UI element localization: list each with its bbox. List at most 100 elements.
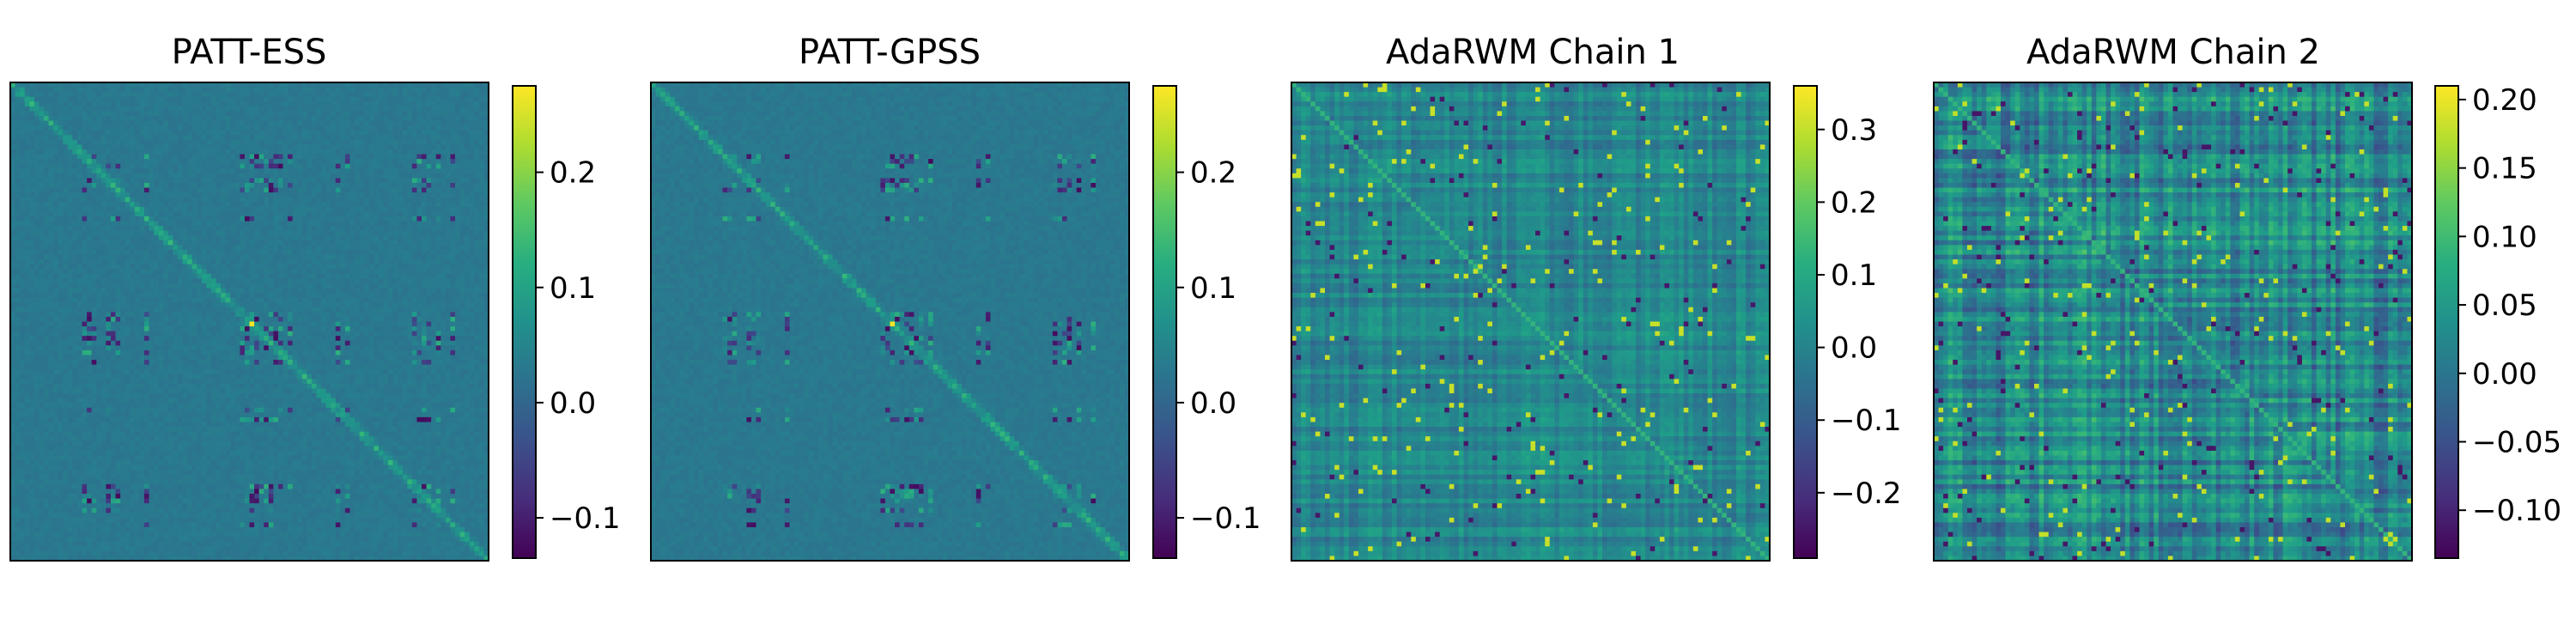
heatmap-cell xyxy=(416,188,422,193)
heatmap-cell xyxy=(29,101,34,106)
heatmap-cell xyxy=(183,202,188,207)
heatmap-cell xyxy=(293,250,298,255)
heatmap-cell xyxy=(302,264,307,270)
heatmap-cell xyxy=(206,135,211,140)
heatmap-cell xyxy=(173,92,178,97)
heatmap-cell xyxy=(163,125,168,131)
heatmap-cell xyxy=(422,192,427,197)
heatmap-cell xyxy=(450,259,455,264)
heatmap-cell xyxy=(293,216,298,222)
heatmap-cell xyxy=(422,131,427,136)
heatmap-cell xyxy=(393,149,398,155)
heatmap-cell xyxy=(336,259,341,264)
heatmap-cell xyxy=(192,274,197,279)
heatmap-cell xyxy=(154,192,159,197)
heatmap-cell xyxy=(120,293,125,298)
heatmap-cell xyxy=(39,278,44,283)
heatmap-cell xyxy=(321,269,326,274)
heatmap-cell xyxy=(235,226,240,231)
heatmap-cell xyxy=(34,211,39,216)
heatmap-cell xyxy=(187,259,192,264)
heatmap-cell xyxy=(278,135,283,140)
heatmap-cell xyxy=(436,207,441,212)
heatmap-cell xyxy=(49,240,54,246)
heatmap-cell xyxy=(307,274,312,279)
heatmap-cell xyxy=(240,259,245,264)
heatmap-cell xyxy=(96,222,101,227)
heatmap-cell xyxy=(379,226,384,231)
heatmap-cell xyxy=(321,173,326,179)
heatmap-cell xyxy=(446,178,451,183)
heatmap-cell xyxy=(273,173,278,179)
heatmap-cell xyxy=(393,192,398,197)
heatmap-cell xyxy=(254,289,259,294)
heatmap-cell xyxy=(130,173,135,179)
heatmap-cell xyxy=(369,283,374,289)
heatmap-cell xyxy=(398,222,403,227)
heatmap-cell xyxy=(474,250,479,255)
heatmap-cell xyxy=(34,274,39,279)
heatmap-cell xyxy=(446,144,451,149)
heatmap-cell xyxy=(446,125,451,131)
heatmap-cell xyxy=(360,274,365,279)
heatmap-cell xyxy=(96,216,101,222)
heatmap-cell xyxy=(211,155,216,160)
heatmap-cell xyxy=(149,131,155,136)
heatmap-cell xyxy=(440,283,446,289)
heatmap-cell xyxy=(374,264,379,270)
heatmap-cell xyxy=(173,140,178,145)
heatmap-cell xyxy=(120,106,125,112)
heatmap-cell xyxy=(312,250,317,255)
heatmap-cell xyxy=(278,159,283,164)
heatmap-cell xyxy=(254,197,259,203)
heatmap-cell xyxy=(393,106,398,112)
heatmap-cell xyxy=(407,111,412,116)
heatmap-cell xyxy=(15,121,21,126)
heatmap-cell xyxy=(259,88,264,93)
heatmap-cell xyxy=(183,245,188,250)
heatmap-cell xyxy=(130,207,135,212)
heatmap-cell xyxy=(163,92,168,97)
heatmap-cell xyxy=(360,116,365,121)
heatmap-cell xyxy=(446,159,451,164)
heatmap-cell xyxy=(82,197,88,203)
heatmap-cell xyxy=(407,159,412,164)
heatmap-cell xyxy=(206,149,211,155)
heatmap-cell xyxy=(230,168,235,173)
heatmap-cell xyxy=(403,283,408,289)
heatmap-cell xyxy=(183,192,188,197)
heatmap-cell xyxy=(178,283,183,289)
heatmap-cell xyxy=(355,289,360,294)
heatmap-cell xyxy=(312,231,317,236)
heatmap-cell xyxy=(307,231,312,236)
heatmap-cell xyxy=(125,197,131,203)
heatmap-cell xyxy=(336,97,341,102)
heatmap-cell xyxy=(427,159,432,164)
heatmap-cell xyxy=(398,245,403,250)
heatmap-cell xyxy=(364,159,369,164)
heatmap-cell xyxy=(440,125,446,131)
heatmap-cell xyxy=(149,159,155,164)
heatmap-cell xyxy=(173,202,178,207)
heatmap-cell xyxy=(216,88,222,93)
heatmap-cell xyxy=(283,245,288,250)
heatmap-cell xyxy=(68,173,73,179)
heatmap-cell xyxy=(49,202,54,207)
heatmap-cell xyxy=(460,278,465,283)
heatmap-cell xyxy=(39,211,44,216)
heatmap-cell xyxy=(63,216,68,222)
heatmap-cell xyxy=(130,140,135,145)
heatmap-cell xyxy=(29,269,34,274)
heatmap-cell xyxy=(202,259,207,264)
heatmap-cell xyxy=(29,168,34,173)
heatmap-cell xyxy=(87,183,92,188)
heatmap-cell xyxy=(159,231,164,236)
heatmap-cell xyxy=(87,159,92,164)
heatmap-cell xyxy=(34,88,39,93)
heatmap-cell xyxy=(283,140,288,145)
heatmap-cell xyxy=(187,125,192,131)
heatmap-cell xyxy=(25,283,30,289)
heatmap-cell xyxy=(407,231,412,236)
heatmap-cell xyxy=(273,250,278,255)
heatmap-cell xyxy=(206,183,211,188)
